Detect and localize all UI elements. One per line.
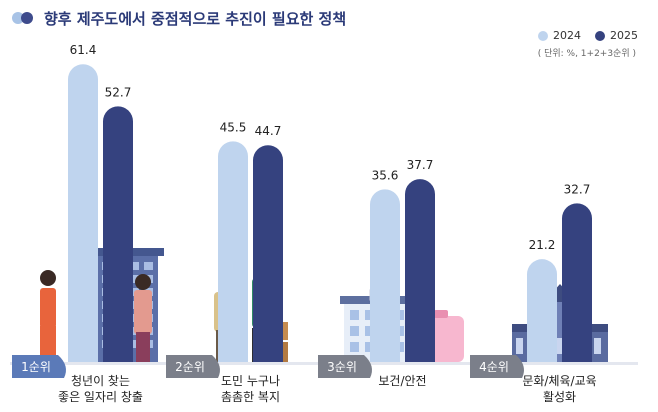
data-label-2025-2: 37.7 [407,158,434,172]
category-line2-2: 촘촘한 복지 [220,390,280,404]
legend-swatch-2024 [538,30,548,41]
data-label-2025-3: 32.7 [564,182,591,196]
bar-2024-0 [68,64,98,363]
category-line1-4: 문화/체육/교육 [522,374,597,388]
legend-item-2025: 2025 [595,29,638,42]
category-line1-3: 보건/안전 [378,374,427,388]
building-window [130,275,139,283]
category-line1-1: 청년이 찾는 [70,374,130,388]
building-window [144,262,153,270]
data-label-2024-3: 21.2 [529,238,556,252]
hospital-window [365,310,374,320]
person2-illustration [134,290,152,334]
legend-label-2025: 2025 [610,29,638,42]
person-legs [40,326,56,362]
school-window [555,338,562,354]
bar-2024-3 [527,259,557,362]
data-label-2025-1: 44.7 [255,124,282,138]
legend: 2024 2025 [538,29,638,42]
rank-tab-2 [166,355,220,378]
rank-label-4: 4순위 [479,360,509,374]
person2-legs [136,332,150,362]
bar-2025-3 [562,203,592,362]
chart-title: 향후 제주도에서 중점적으로 추진이 필요한 정책 [44,10,347,28]
person-head [40,270,56,286]
medkit-handle [434,310,448,318]
person-illustration [40,288,56,328]
data-label-2024-0: 61.4 [70,43,97,57]
legend-item-2024: 2024 [538,29,581,42]
unit-note: ( 단위: %, 1+2+3순위 ) [537,49,636,59]
hospital-window [365,326,374,336]
category-line2-1: 좋은 일자리 창출 [58,390,143,404]
category-line1-2: 도민 누구나 [220,374,280,388]
data-label-2024-2: 35.6 [372,168,399,182]
school-window [594,338,601,354]
bar-2024-2 [370,189,400,362]
data-label-2025-0: 52.7 [105,85,132,99]
school-window [516,338,523,354]
building-window [130,340,139,348]
bar-2025-2 [405,179,435,362]
bar-2024-1 [218,141,248,362]
hospital-window [350,310,359,320]
hospital-window [350,342,359,352]
hospital-window [365,342,374,352]
hospital-window [350,326,359,336]
title-dots-icon [12,11,38,25]
rank-label-2: 2순위 [175,360,205,374]
category-line2-4: 활성화 [542,390,577,404]
data-label-2024-1: 45.5 [220,120,247,134]
building-window [130,262,139,270]
rank-tab-1 [12,355,66,378]
rank-tab-3 [318,355,372,378]
rank-tab-4 [470,355,524,378]
rank-label-3: 3순위 [327,360,357,374]
legend-label-2024: 2024 [553,29,581,42]
legend-swatch-2025 [595,30,605,41]
person2-head [135,274,151,290]
bar-2025-1 [253,145,283,362]
bar-2025-0 [103,106,133,363]
rank-label-1: 1순위 [21,360,51,374]
category-label-3: 보건/안전 [343,373,463,389]
